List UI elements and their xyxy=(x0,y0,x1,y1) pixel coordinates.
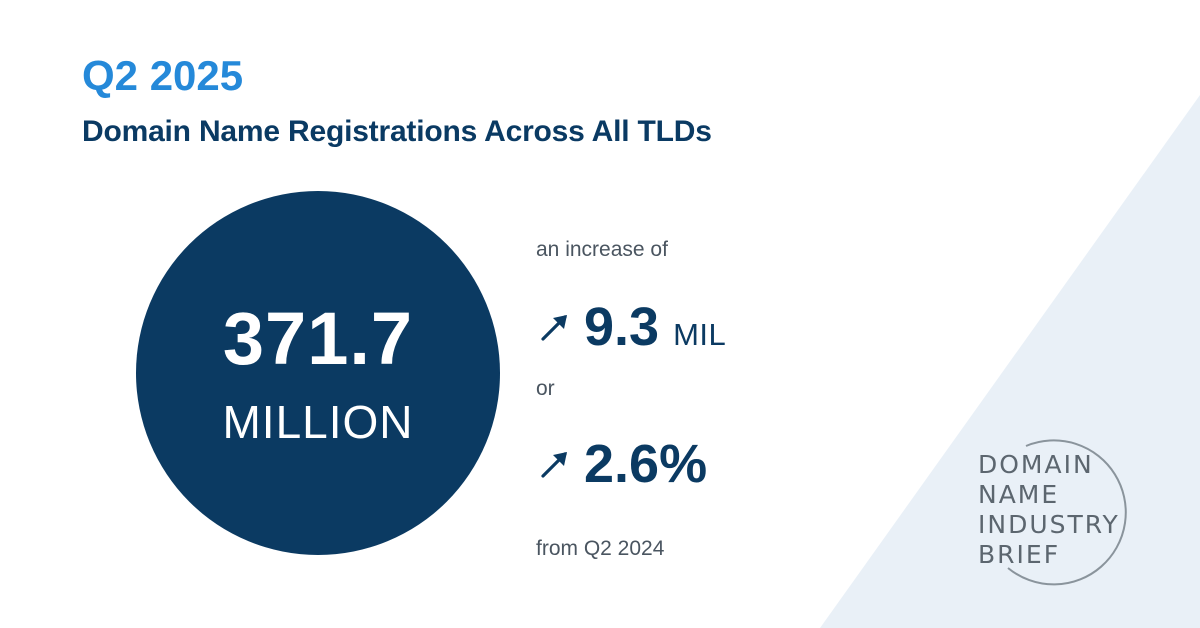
report-period: Q2 2025 xyxy=(82,52,244,99)
logo-line-industry: INDUSTRY xyxy=(978,510,1120,539)
percent-increase: 2.6% xyxy=(538,434,707,494)
report-headline: Domain Name Registrations Across All TLD… xyxy=(82,115,712,148)
absolute-increase-value: 9.3 xyxy=(584,297,660,357)
or-connector: or xyxy=(536,377,555,400)
absolute-increase: 9.3 MIL xyxy=(538,297,726,357)
trend-up-arrow-icon xyxy=(541,452,567,478)
percent-increase-value: 2.6% xyxy=(584,434,708,494)
logo-text: DOMAIN NAME INDUSTRY BRIEF xyxy=(978,450,1120,570)
logo-ring xyxy=(1007,439,1127,586)
absolute-increase-unit: MIL xyxy=(673,317,727,352)
total-registrations-circle: 371.7 MILLION xyxy=(136,191,500,555)
increase-caption: an increase of xyxy=(536,238,668,261)
total-registrations-unit: MILLION xyxy=(222,396,414,448)
domain-name-industry-brief-logo: DOMAIN NAME INDUSTRY BRIEF xyxy=(968,420,1168,600)
comparison-caption: from Q2 2024 xyxy=(536,537,665,560)
trend-up-arrow-icon xyxy=(541,315,567,341)
logo-line-brief: BRIEF xyxy=(978,540,1061,569)
total-registrations-value: 371.7 xyxy=(222,297,414,380)
logo-line-name: NAME xyxy=(978,480,1060,509)
logo-line-domain: DOMAIN xyxy=(978,450,1094,479)
